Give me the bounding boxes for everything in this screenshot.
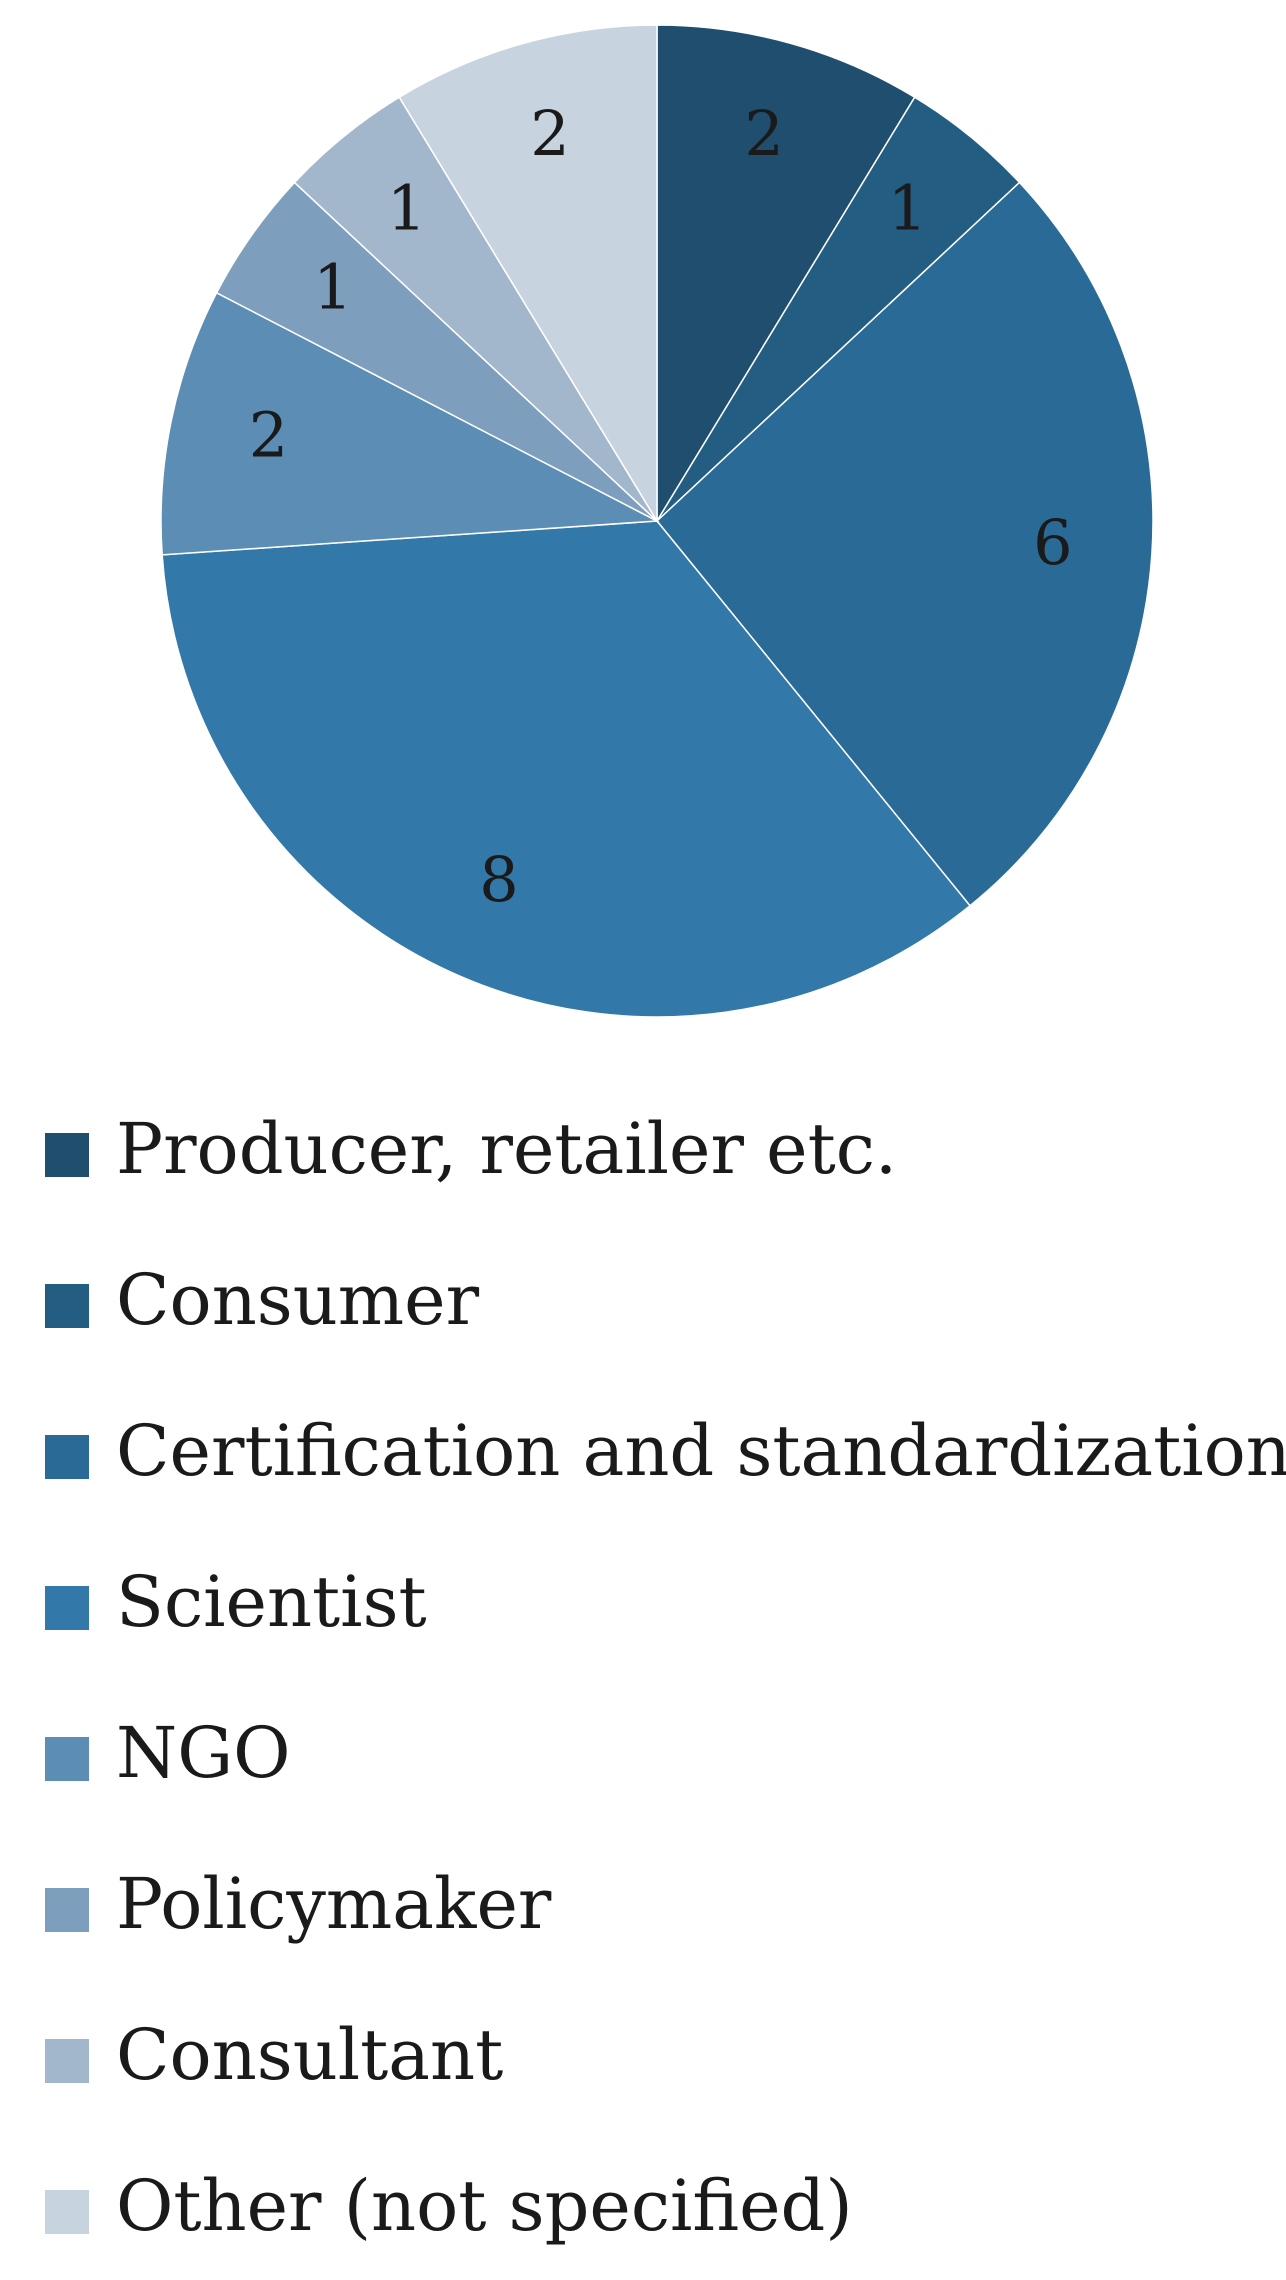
legend-swatch — [45, 1737, 89, 1781]
legend-swatch — [45, 2039, 89, 2083]
legend-label: Certification and standardization — [116, 1410, 1286, 1492]
legend-swatch — [45, 1586, 89, 1630]
data-label: 1 — [888, 171, 927, 244]
pie-slice — [398, 24, 658, 524]
pie-slice — [160, 291, 660, 556]
data-label: 2 — [744, 97, 783, 170]
legend-label: Scientist — [116, 1561, 427, 1643]
legend-label: Other (not specified) — [116, 2165, 853, 2247]
legend-swatch — [45, 1133, 89, 1177]
pie-slice — [655, 181, 1154, 907]
legend-label: Policymaker — [116, 1863, 552, 1945]
legend-swatch — [45, 1284, 89, 1328]
data-label: 2 — [530, 97, 569, 170]
legend-swatch — [45, 2190, 89, 2234]
data-label: 1 — [313, 250, 352, 323]
pie-slice — [161, 520, 972, 1018]
legend-label: Consumer — [116, 1259, 480, 1341]
data-label: 8 — [479, 843, 518, 916]
data-label: 6 — [1033, 506, 1072, 579]
legend-label: Producer, retailer etc. — [116, 1108, 897, 1190]
legend-swatch — [45, 1888, 89, 1932]
data-label: 2 — [249, 398, 288, 471]
legend-label: NGO — [116, 1712, 291, 1794]
legend-swatch — [45, 1435, 89, 1479]
pie-slice — [656, 24, 916, 524]
legend-label: Consultant — [116, 2014, 503, 2096]
data-label: 1 — [387, 171, 426, 244]
